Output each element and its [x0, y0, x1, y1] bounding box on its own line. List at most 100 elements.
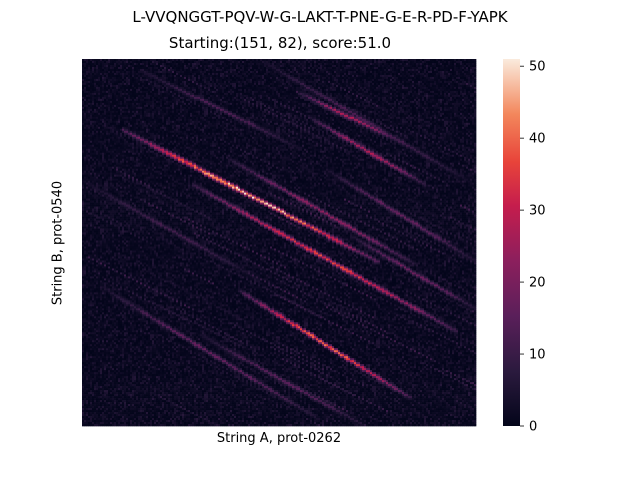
heatmap-cell	[94, 75, 96, 77]
heatmap-cell	[364, 59, 366, 61]
heatmap-cell	[308, 67, 310, 69]
heatmap-cell	[400, 73, 402, 75]
heatmap-cell	[232, 59, 234, 61]
heatmap-cell	[466, 63, 468, 65]
heatmap-cell	[390, 69, 392, 71]
heatmap-cell	[390, 63, 392, 65]
heatmap-cell	[190, 71, 192, 73]
heatmap-cell	[260, 67, 262, 69]
heatmap-cell	[100, 69, 102, 71]
heatmap-cell	[278, 61, 280, 63]
heatmap-cell	[318, 79, 320, 81]
heatmap-cell	[122, 77, 124, 79]
heatmap-cell	[274, 71, 276, 73]
heatmap-cell	[256, 71, 258, 73]
heatmap-cell	[342, 69, 344, 71]
heatmap-cell	[182, 79, 184, 81]
heatmap-cell	[170, 81, 172, 83]
heatmap-cell	[238, 77, 240, 79]
heatmap-cell	[140, 79, 142, 81]
heatmap-cell	[440, 79, 442, 81]
heatmap-cell	[202, 71, 204, 73]
heatmap-cell	[126, 59, 128, 61]
heatmap-cell	[278, 63, 280, 65]
heatmap-cell	[192, 77, 194, 79]
heatmap-cell	[162, 61, 164, 63]
heatmap-cell	[356, 61, 358, 63]
heatmap-cell	[442, 67, 444, 69]
heatmap-cell	[184, 81, 186, 83]
heatmap-cell	[134, 79, 136, 81]
heatmap-cell	[242, 63, 244, 65]
heatmap-cell	[236, 73, 238, 75]
heatmap-cell	[448, 71, 450, 73]
heatmap-cell	[380, 61, 382, 63]
heatmap-cell	[272, 61, 274, 63]
heatmap-cell	[128, 79, 130, 81]
heatmap-cell	[380, 63, 382, 65]
heatmap-cell	[446, 61, 448, 63]
heatmap-cell	[138, 71, 140, 73]
heatmap-cell	[328, 79, 330, 81]
heatmap-cell	[108, 73, 110, 75]
heatmap-cell	[214, 77, 216, 79]
heatmap-cell	[216, 73, 218, 75]
heatmap-cell	[348, 63, 350, 65]
heatmap-cell	[468, 59, 470, 61]
heatmap-cell	[390, 77, 392, 79]
heatmap-cell	[332, 67, 334, 69]
heatmap-cell	[350, 65, 352, 67]
heatmap-cell	[352, 63, 354, 65]
heatmap-cell	[128, 69, 130, 71]
heatmap-cell	[344, 79, 346, 81]
heatmap-cell	[414, 61, 416, 63]
heatmap-cell	[144, 65, 146, 67]
heatmap-cell	[178, 63, 180, 65]
heatmap-cell	[378, 75, 380, 77]
heatmap-cell	[364, 77, 366, 79]
heatmap-cell	[436, 61, 438, 63]
heatmap-cell	[306, 59, 308, 61]
heatmap-cell	[146, 69, 148, 71]
heatmap-cell	[312, 71, 314, 73]
heatmap-cell	[190, 61, 192, 63]
heatmap-cell	[202, 75, 204, 77]
heatmap-cell	[322, 67, 324, 69]
heatmap-cell	[284, 61, 286, 63]
heatmap-cell	[116, 69, 118, 71]
heatmap-cell	[222, 65, 224, 67]
heatmap-cell	[456, 67, 458, 69]
heatmap-cell	[462, 61, 464, 63]
heatmap-cell	[292, 71, 294, 73]
heatmap-cell	[300, 81, 302, 83]
heatmap-cell	[258, 81, 260, 83]
heatmap-cell	[106, 71, 108, 73]
heatmap-cell	[218, 61, 220, 63]
heatmap-cell	[110, 59, 112, 61]
heatmap-cell	[428, 69, 430, 71]
heatmap-cell	[468, 65, 470, 67]
heatmap-cell	[248, 77, 250, 79]
heatmap-cell	[124, 79, 126, 81]
heatmap-cell	[252, 69, 254, 71]
heatmap-cell	[164, 61, 166, 63]
heatmap-cell	[190, 67, 192, 69]
heatmap-cell	[470, 73, 472, 75]
heatmap-cell	[158, 59, 160, 61]
heatmap-cell	[158, 65, 160, 67]
heatmap-cell	[166, 61, 168, 63]
heatmap-cell	[162, 63, 164, 65]
heatmap-cell	[278, 67, 280, 69]
heatmap-cell	[170, 61, 172, 63]
heatmap-cell	[334, 71, 336, 73]
heatmap-cell	[132, 67, 134, 69]
heatmap-cell	[470, 79, 472, 81]
heatmap-cell	[112, 73, 114, 75]
heatmap-cell	[130, 59, 132, 61]
heatmap-cell	[388, 71, 390, 73]
heatmap-cell	[462, 71, 464, 73]
heatmap-cell	[330, 67, 332, 69]
heatmap-cell	[390, 79, 392, 81]
heatmap-cell	[260, 69, 262, 71]
heatmap-cell	[242, 81, 244, 83]
